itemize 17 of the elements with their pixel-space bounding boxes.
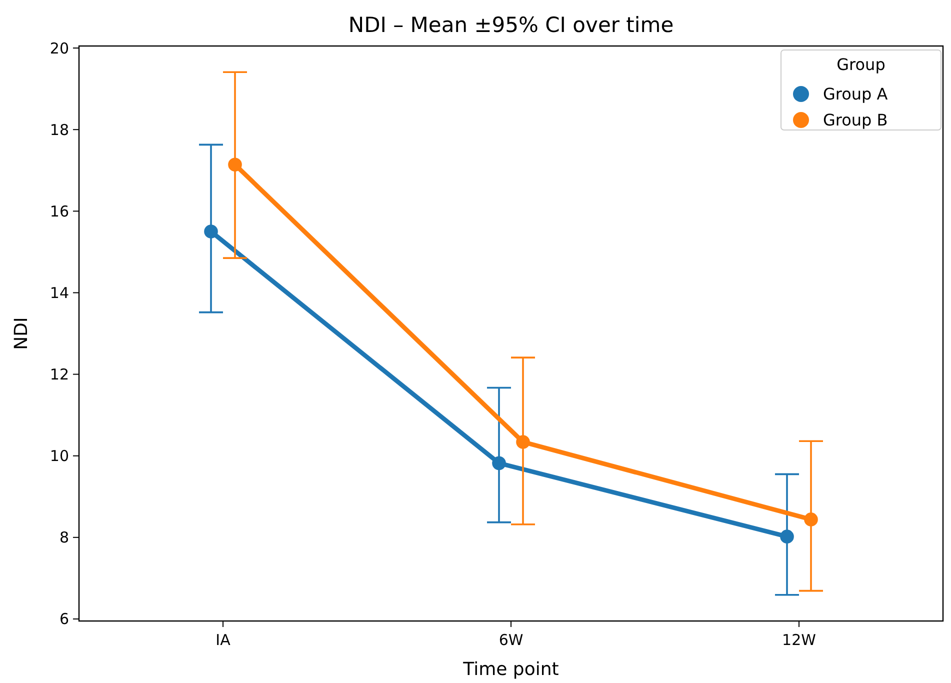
chart-title: NDI – Mean ±95% CI over time: [348, 13, 674, 37]
x-axis-title: Time point: [462, 659, 559, 680]
y-tick-label: 16: [50, 202, 69, 220]
x-tick-label: 6W: [498, 631, 524, 649]
legend-title: Group: [836, 55, 886, 74]
y-tick-label: 14: [50, 284, 69, 302]
y-tick-label: 10: [50, 447, 69, 466]
legend-label: Group B: [823, 110, 888, 130]
y-tick-label: 8: [59, 528, 69, 547]
y-tick-label: 6: [59, 610, 69, 628]
x-tick-label: 12W: [782, 631, 816, 649]
y-tick-label: 18: [50, 120, 69, 139]
y-tick-label: 20: [50, 39, 69, 58]
y-tick-label: 12: [50, 366, 69, 384]
x-tick-label: IA: [216, 631, 232, 649]
y-axis-title: NDI: [11, 317, 32, 350]
legend-label: Group A: [823, 84, 888, 104]
